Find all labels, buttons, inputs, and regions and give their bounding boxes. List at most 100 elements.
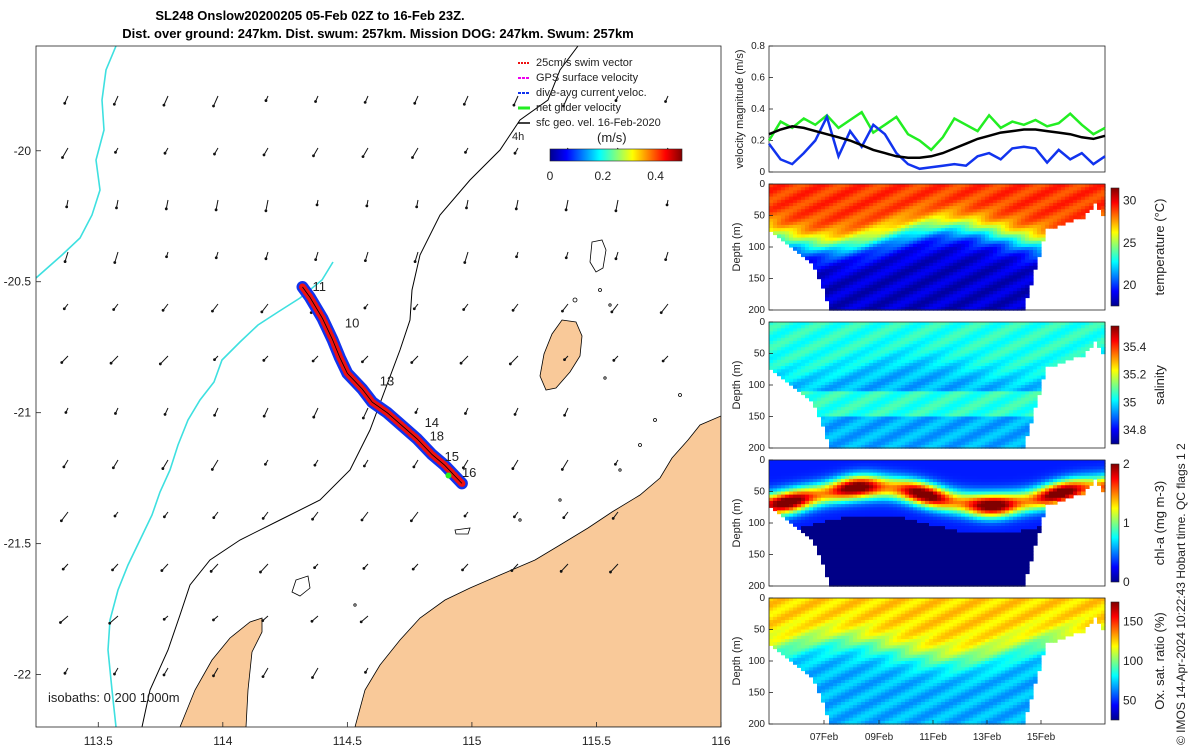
temperature-cell [921, 253, 926, 258]
geo-arrow-head [511, 467, 515, 470]
salinity-cell [949, 422, 954, 427]
temperature-cell [1037, 196, 1042, 201]
temperature-cell [869, 272, 874, 276]
salinity-cell [961, 372, 966, 377]
temperature-cell [1073, 193, 1078, 198]
geo-arrow [313, 407, 319, 418]
temperature-cell [993, 284, 998, 289]
salinity-cell [889, 432, 894, 437]
salinity-cell [777, 328, 782, 333]
salinity-cell [961, 432, 966, 437]
temperature-cell [909, 224, 914, 229]
salinity-cell [969, 356, 974, 361]
temperature-cell [877, 297, 882, 302]
salinity-cell [861, 337, 866, 342]
salinity-cell [909, 353, 914, 358]
temperature-cell [829, 253, 834, 258]
temperature-cell [997, 262, 1002, 267]
temperature-cell [805, 187, 810, 191]
temperature-cell [1013, 209, 1018, 213]
temperature-cell [825, 184, 830, 188]
geo-arrow [112, 459, 119, 468]
salinity-cell [909, 378, 914, 383]
temperature-cell [961, 184, 966, 188]
temperature-cell [813, 253, 818, 258]
temperature-cell [989, 247, 994, 251]
temperature-y-tick-label: 0 [759, 179, 765, 190]
temperature-cell [1017, 228, 1022, 232]
temperature-cell [949, 206, 954, 210]
salinity-cell [845, 337, 850, 342]
temperature-cell [1093, 193, 1098, 198]
temperature-cell [889, 269, 894, 273]
salinity-cell [837, 388, 842, 392]
temperature-cell [993, 199, 998, 204]
temperature-cell [1005, 294, 1010, 299]
salinity-cell [921, 362, 926, 367]
temperature-cell [861, 262, 866, 267]
temperature-cell [937, 303, 942, 308]
temperature-cell [1005, 272, 1010, 276]
temperature-cell [985, 231, 990, 236]
temperature-cell [1025, 278, 1030, 283]
salinity-cell [925, 362, 930, 367]
temperature-cell [853, 306, 858, 311]
salinity-cell [897, 331, 902, 336]
salinity-cell [945, 385, 950, 389]
salinity-cell [933, 325, 938, 329]
temperature-cell [841, 278, 846, 283]
temperature-cell [877, 300, 882, 305]
salinity-cell [933, 381, 938, 386]
salinity-cell [853, 337, 858, 342]
temperature-cell [889, 291, 894, 295]
salinity-cell [917, 378, 922, 383]
temperature-cell [853, 221, 858, 226]
temperature-cell [897, 206, 902, 210]
salinity-cell [929, 350, 934, 355]
salinity-cell [989, 353, 994, 358]
temperature-cell [861, 272, 866, 276]
temperature-cell [961, 272, 966, 276]
salinity-cell [985, 359, 990, 364]
temperature-cell [921, 237, 926, 242]
salinity-cell [929, 375, 934, 380]
temperature-cell [857, 234, 862, 239]
temperature-cell [937, 228, 942, 232]
temperature-cell [933, 256, 938, 261]
salinity-cell [969, 366, 974, 370]
salinity-cell [885, 444, 890, 449]
temperature-cell [1005, 297, 1010, 302]
temperature-cell [833, 215, 838, 220]
temperature-cell [941, 212, 946, 217]
geo-arrow-head [264, 257, 268, 261]
salinity-cell [901, 340, 906, 345]
salinity-cell [917, 372, 922, 377]
temperature-cell [1081, 206, 1086, 210]
salinity-cell [809, 372, 814, 377]
temperature-cell [889, 215, 894, 220]
temperature-cell [861, 265, 866, 270]
salinity-cell [961, 353, 966, 358]
salinity-cell [981, 413, 986, 418]
temperature-cell [1073, 184, 1078, 188]
geo-arrow [312, 667, 319, 678]
temperature-cell [937, 218, 942, 223]
temperature-cell [873, 228, 878, 232]
temperature-cell [925, 231, 930, 236]
temperature-cell [769, 184, 774, 188]
temperature-cell [973, 284, 978, 289]
salinity-cell [953, 444, 958, 449]
temperature-cell [833, 275, 838, 280]
temperature-cell [941, 228, 946, 232]
salinity-cell [977, 334, 982, 339]
salinity-cell [797, 385, 802, 389]
temperature-cell [825, 237, 830, 242]
temperature-cell [857, 284, 862, 289]
temperature-cell [1065, 218, 1070, 223]
salinity-cell [857, 441, 862, 446]
salinity-cell [909, 366, 914, 370]
temperature-cell [881, 275, 886, 280]
temperature-cell [941, 190, 946, 195]
temperature-cell [1037, 221, 1042, 226]
temperature-cell [929, 256, 934, 261]
